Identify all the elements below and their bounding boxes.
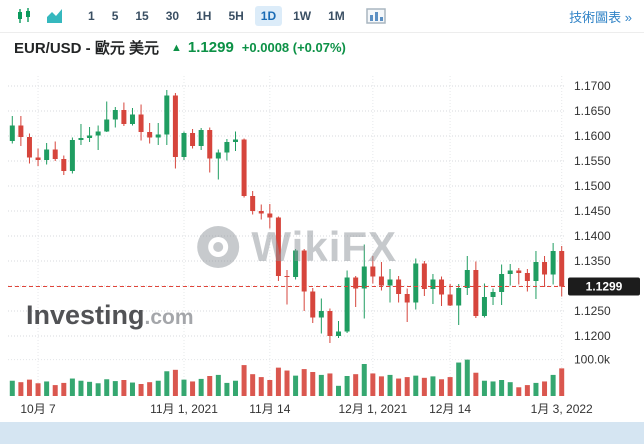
svg-text:12月 14: 12月 14 <box>429 402 471 416</box>
chart-panel-icon[interactable] <box>364 6 388 26</box>
svg-text:1.1400: 1.1400 <box>574 229 611 243</box>
svg-text:100.0k: 100.0k <box>574 353 611 367</box>
area-chart-icon[interactable] <box>43 6 67 26</box>
svg-text:1.1299: 1.1299 <box>586 280 623 294</box>
timeframe-button-15[interactable]: 15 <box>135 9 149 23</box>
svg-text:1.1550: 1.1550 <box>574 154 611 168</box>
svg-text:1.1450: 1.1450 <box>574 204 611 218</box>
instrument-name: EUR/USD - 歐元 美元 <box>14 40 160 57</box>
svg-text:1.1500: 1.1500 <box>574 179 611 193</box>
candlestick-chart[interactable]: 1.1700 1.1650 1.1600 1.1550 1.1500 1.1450 1.14… <box>0 62 644 422</box>
timeframe-button-1D[interactable]: 1D <box>254 6 283 26</box>
svg-text:1.1700: 1.1700 <box>574 79 611 93</box>
timeframe-button-30[interactable]: 30 <box>165 9 180 23</box>
svg-text:11月 1, 2021: 11月 1, 2021 <box>150 402 218 416</box>
svg-text:1月 3, 2022: 1月 3, 2022 <box>531 402 593 416</box>
price-change: +0.0008 (+0.07%) <box>241 40 346 55</box>
chart-toolbar: 1 5 15 30 1H 5H 1D 1W 1M 技術圖表 » <box>0 0 644 33</box>
svg-text:12月 1, 2021: 12月 1, 2021 <box>338 402 407 416</box>
timeframe-button-5H[interactable]: 5H <box>228 9 244 23</box>
timeframe-button-1W[interactable]: 1W <box>293 9 312 23</box>
chart-area[interactable]: 1.1700 1.1650 1.1600 1.1550 1.1500 1.1450 1.14… <box>0 62 644 422</box>
last-price: 1.1299 <box>187 39 234 56</box>
instrument-header: EUR/USD - 歐元 美元 ▲ 1.1299 +0.0008 (+0.07%… <box>0 33 644 62</box>
svg-text:10月 7: 10月 7 <box>20 402 56 416</box>
timeframe-button-1H[interactable]: 1H <box>196 9 212 23</box>
timeframe-button-5[interactable]: 5 <box>111 9 119 23</box>
timeframe-button-1M[interactable]: 1M <box>328 9 345 23</box>
svg-text:11月 14: 11月 14 <box>249 402 290 416</box>
candlestick-chart-icon[interactable] <box>12 6 36 26</box>
page-background-strip <box>0 422 644 444</box>
svg-text:1.1250: 1.1250 <box>574 304 611 318</box>
technical-chart-link[interactable]: 技術圖表 » <box>569 9 632 25</box>
price-up-arrow-icon: ▲ <box>171 41 182 54</box>
svg-text:1.1650: 1.1650 <box>574 104 611 118</box>
timeframe-button-1[interactable]: 1 <box>88 9 95 23</box>
svg-text:1.1350: 1.1350 <box>574 254 611 268</box>
svg-text:1.1200: 1.1200 <box>574 329 611 343</box>
svg-text:1.1600: 1.1600 <box>574 129 611 143</box>
